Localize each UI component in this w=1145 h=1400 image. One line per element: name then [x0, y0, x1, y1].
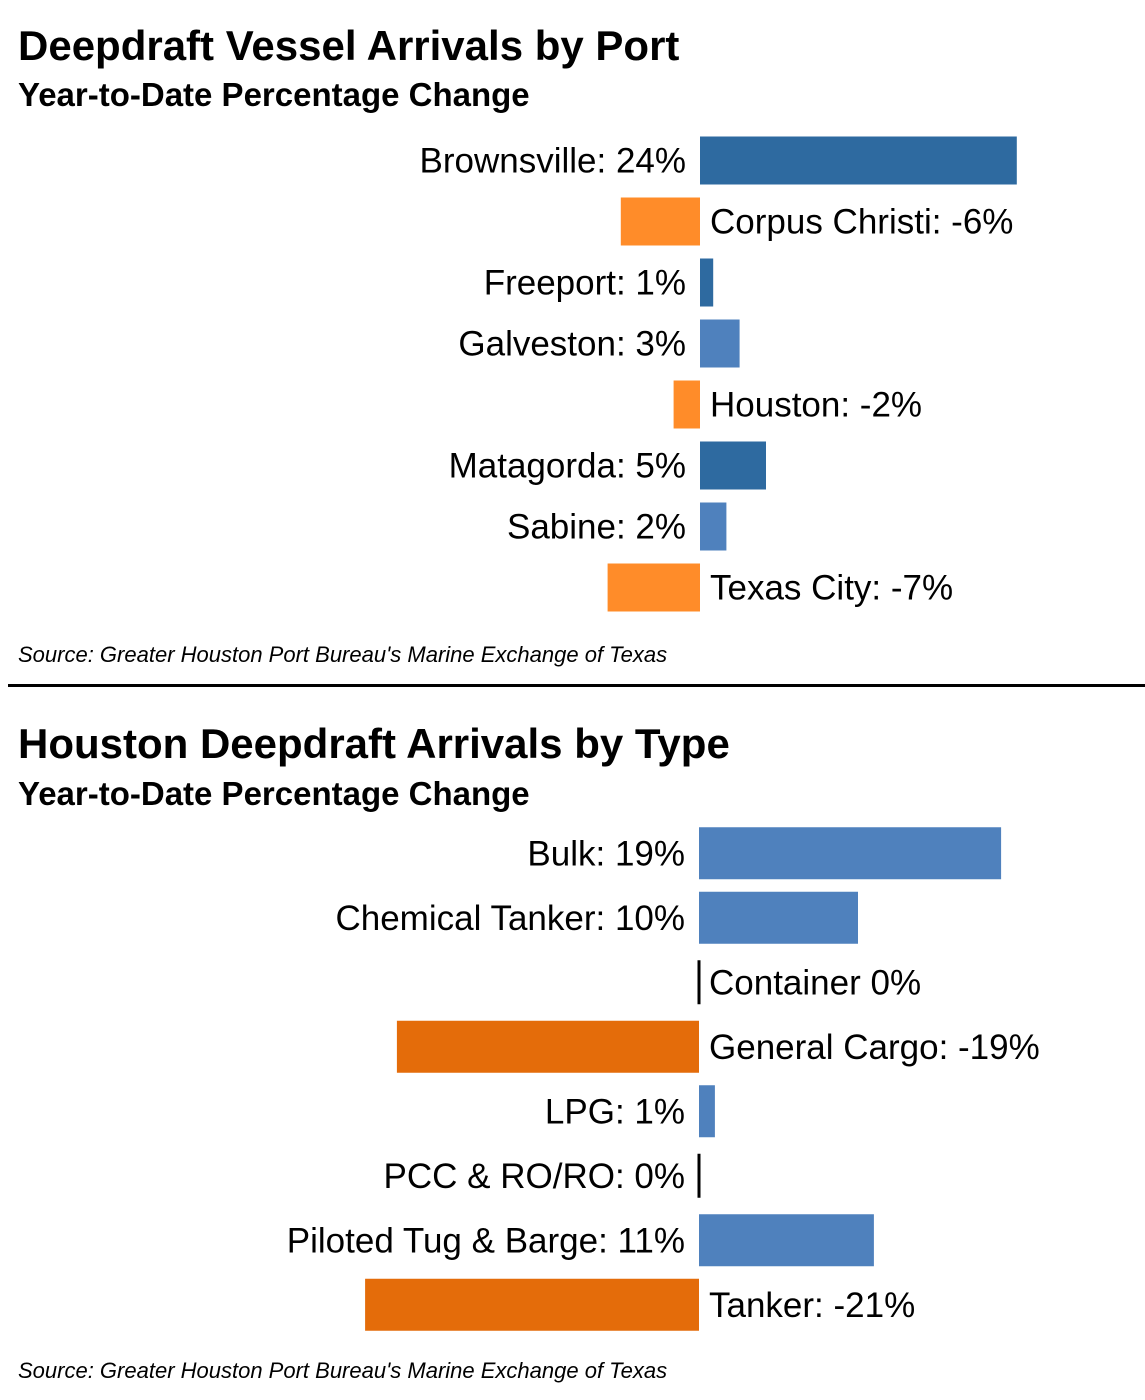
- data-label: Sabine: 2%: [507, 508, 686, 547]
- bar: [699, 891, 858, 944]
- bar: [699, 1214, 874, 1267]
- bar: [620, 197, 700, 246]
- types-bar-chart: Bulk: 19% Chemical Tanker: 10% Container 0…: [287, 827, 1040, 1331]
- bar: [673, 380, 700, 429]
- bar: [365, 1278, 699, 1331]
- bar: [700, 441, 766, 490]
- bar: [700, 502, 727, 551]
- data-label: General Cargo: -19%: [709, 1028, 1040, 1067]
- data-label: Chemical Tanker: 10%: [335, 899, 685, 938]
- data-label: Galveston: 3%: [458, 325, 686, 364]
- data-label: Freeport: 1%: [484, 264, 686, 303]
- panel-divider: [8, 684, 1145, 687]
- source-note: Source: Greater Houston Port Bureau's Ma…: [18, 1358, 668, 1383]
- bar: [607, 563, 700, 612]
- data-label: Texas City: -7%: [710, 569, 953, 608]
- data-label: Brownsville: 24%: [420, 142, 687, 181]
- data-label: Tanker: -21%: [709, 1286, 915, 1325]
- chart-title: Houston Deepdraft Arrivals by Type: [18, 720, 730, 767]
- bar: [699, 1085, 715, 1138]
- bar: [396, 1020, 699, 1073]
- data-label: Bulk: 19%: [527, 834, 685, 873]
- bar: [700, 319, 740, 368]
- ports-bar-chart: Brownsville: 24% Corpus Christi: -6% Freep…: [420, 136, 1017, 612]
- bar: [700, 136, 1017, 185]
- chart-subtitle: Year-to-Date Percentage Change: [18, 775, 530, 812]
- ports-chart-panel: Deepdraft Vessel Arrivals by Port Year-t…: [0, 0, 1145, 686]
- data-label: Corpus Christi: -6%: [710, 203, 1013, 242]
- types-chart-panel: Houston Deepdraft Arrivals by Type Year-…: [0, 688, 1145, 1400]
- data-label: Container 0%: [709, 963, 921, 1002]
- source-note: Source: Greater Houston Port Bureau's Ma…: [18, 642, 668, 667]
- data-label: Piloted Tug & Barge: 11%: [287, 1221, 685, 1260]
- data-label: LPG: 1%: [545, 1092, 685, 1131]
- chart-subtitle: Year-to-Date Percentage Change: [18, 76, 530, 113]
- bar: [700, 258, 714, 307]
- data-label: PCC & RO/RO: 0%: [384, 1157, 685, 1196]
- chart-title: Deepdraft Vessel Arrivals by Port: [18, 22, 680, 69]
- bar: [699, 827, 1002, 880]
- data-label: Houston: -2%: [710, 386, 922, 425]
- data-label: Matagorda: 5%: [449, 447, 686, 486]
